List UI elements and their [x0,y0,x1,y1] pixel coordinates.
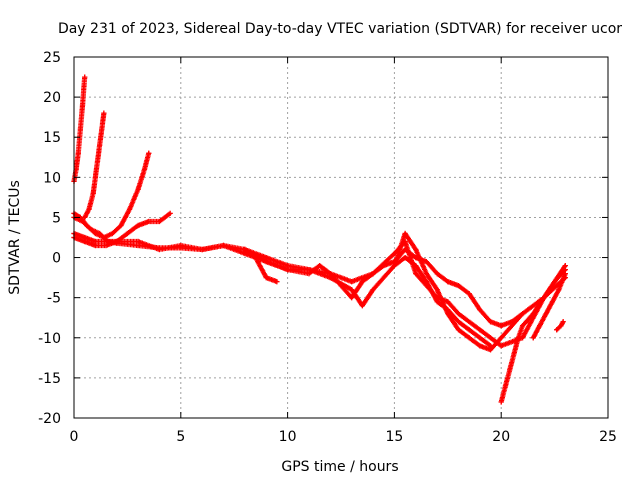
series-trace [554,319,566,333]
y-tick-label: -10 [38,331,61,347]
y-tick-label: 15 [43,130,61,146]
x-tick-label: 10 [279,429,297,445]
series-trace [391,255,494,349]
chart-title: Day 231 of 2023, Sidereal Day-to-day VTE… [58,21,622,37]
series-trace [530,271,568,341]
x-axis-label: GPS time / hours [281,459,398,475]
axis-ticks: 0 5 10 15 20 25 25 20 15 10 5 0 -5 -10 -15 -20 [38,50,617,445]
series-arc-7 [242,246,526,329]
series-trace [242,246,526,329]
data-marks [71,74,568,405]
x-tick-label: 25 [599,429,617,445]
series-arc-5 [71,230,568,349]
x-tick-label: 0 [70,429,79,445]
series-arc-2 [82,110,107,221]
y-axis-label: SDTVAR / TECUs [7,180,23,295]
y-tick-label: 10 [43,170,61,186]
series-arc-8 [391,254,494,349]
series-trace [498,263,568,405]
series-arc-6 [71,230,568,353]
y-tick-label: 25 [43,50,61,66]
x-tick-label: 5 [176,429,185,445]
y-tick-label: -15 [38,371,61,387]
plot-frame [73,56,609,419]
series-arc-12 [242,246,280,285]
series-trace [82,110,107,220]
y-tick-label: -5 [47,291,61,307]
series-arc-11 [554,319,566,333]
series-arc-10 [530,271,568,341]
series-arc-9 [498,262,568,405]
x-tick-label: 15 [385,429,403,445]
y-tick-label: 20 [43,90,61,106]
y-tick-label: 0 [52,251,61,267]
x-tick-label: 20 [492,429,510,445]
series-trace [71,230,568,349]
series-trace [242,246,280,285]
y-tick-label: -20 [38,411,61,427]
series-trace [71,230,568,353]
y-tick-label: 5 [52,210,61,226]
grid-lines [74,57,608,418]
